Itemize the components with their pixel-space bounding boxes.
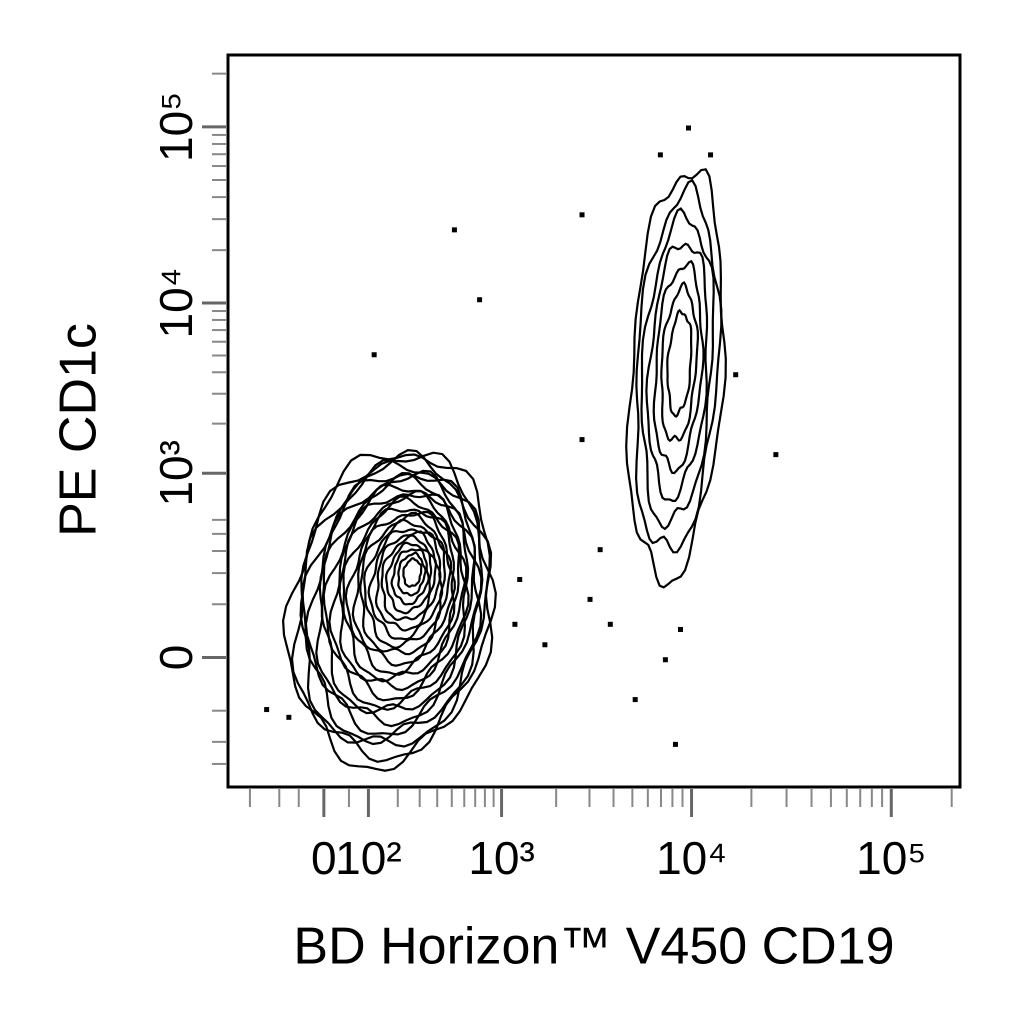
event-dot	[451, 227, 457, 233]
contour-line	[640, 207, 715, 531]
x-tick-label: 10²	[335, 832, 401, 884]
contour-line	[342, 495, 461, 683]
contour-line	[374, 530, 442, 632]
event-dot	[517, 577, 523, 583]
event-dot	[264, 707, 270, 713]
event-dot	[657, 152, 663, 158]
x-tick-label: 0	[311, 832, 337, 884]
contour-line	[359, 511, 453, 656]
event-dot	[597, 547, 603, 553]
contour-line	[301, 458, 484, 746]
event-dot	[685, 125, 691, 131]
y-tick-label: 10⁵	[150, 92, 202, 162]
event-dot	[632, 697, 638, 703]
contour-line	[652, 259, 705, 475]
event-dot	[607, 621, 613, 627]
event-dot	[579, 437, 585, 443]
contour-line	[625, 168, 727, 589]
event-dot	[672, 741, 678, 747]
y-tick-label: 10⁴	[150, 268, 202, 339]
event-dot	[733, 372, 739, 378]
x-axis-title: BD Horizon™ V450 CD19	[293, 918, 894, 976]
contour-line	[634, 178, 723, 554]
contour-line	[384, 541, 433, 615]
x-tick-label: 10³	[468, 832, 534, 884]
event-dot	[286, 714, 292, 720]
contour-line	[344, 507, 456, 676]
contour-line	[351, 510, 456, 667]
event-dot	[477, 297, 483, 303]
contour-line	[390, 548, 430, 606]
contour-line	[338, 490, 468, 692]
contour-line	[367, 528, 444, 641]
contour-line	[281, 453, 494, 772]
event-dot	[662, 657, 668, 663]
contour-line	[666, 308, 693, 418]
contour-line	[380, 534, 438, 622]
contour-line	[397, 551, 427, 597]
event-dot	[371, 352, 377, 358]
event-dot	[579, 212, 585, 218]
event-dot	[773, 452, 779, 458]
y-tick-label: 0	[150, 645, 202, 671]
plot-frame	[226, 53, 962, 789]
contour-line	[645, 242, 709, 502]
event-dot	[542, 642, 548, 648]
event-dot	[677, 626, 683, 632]
contour-line	[402, 557, 423, 588]
y-tick-label: 10³	[150, 440, 202, 506]
event-dot	[708, 152, 714, 158]
x-tick-label: 10⁵	[856, 832, 926, 884]
contour-line	[363, 518, 447, 650]
event-dot	[587, 596, 593, 602]
y-axis-title: PE CD1c	[50, 323, 108, 537]
contour-line	[660, 280, 700, 443]
x-tick-label: 10⁴	[656, 832, 727, 884]
contour-line	[315, 469, 483, 728]
event-dot	[512, 621, 518, 627]
